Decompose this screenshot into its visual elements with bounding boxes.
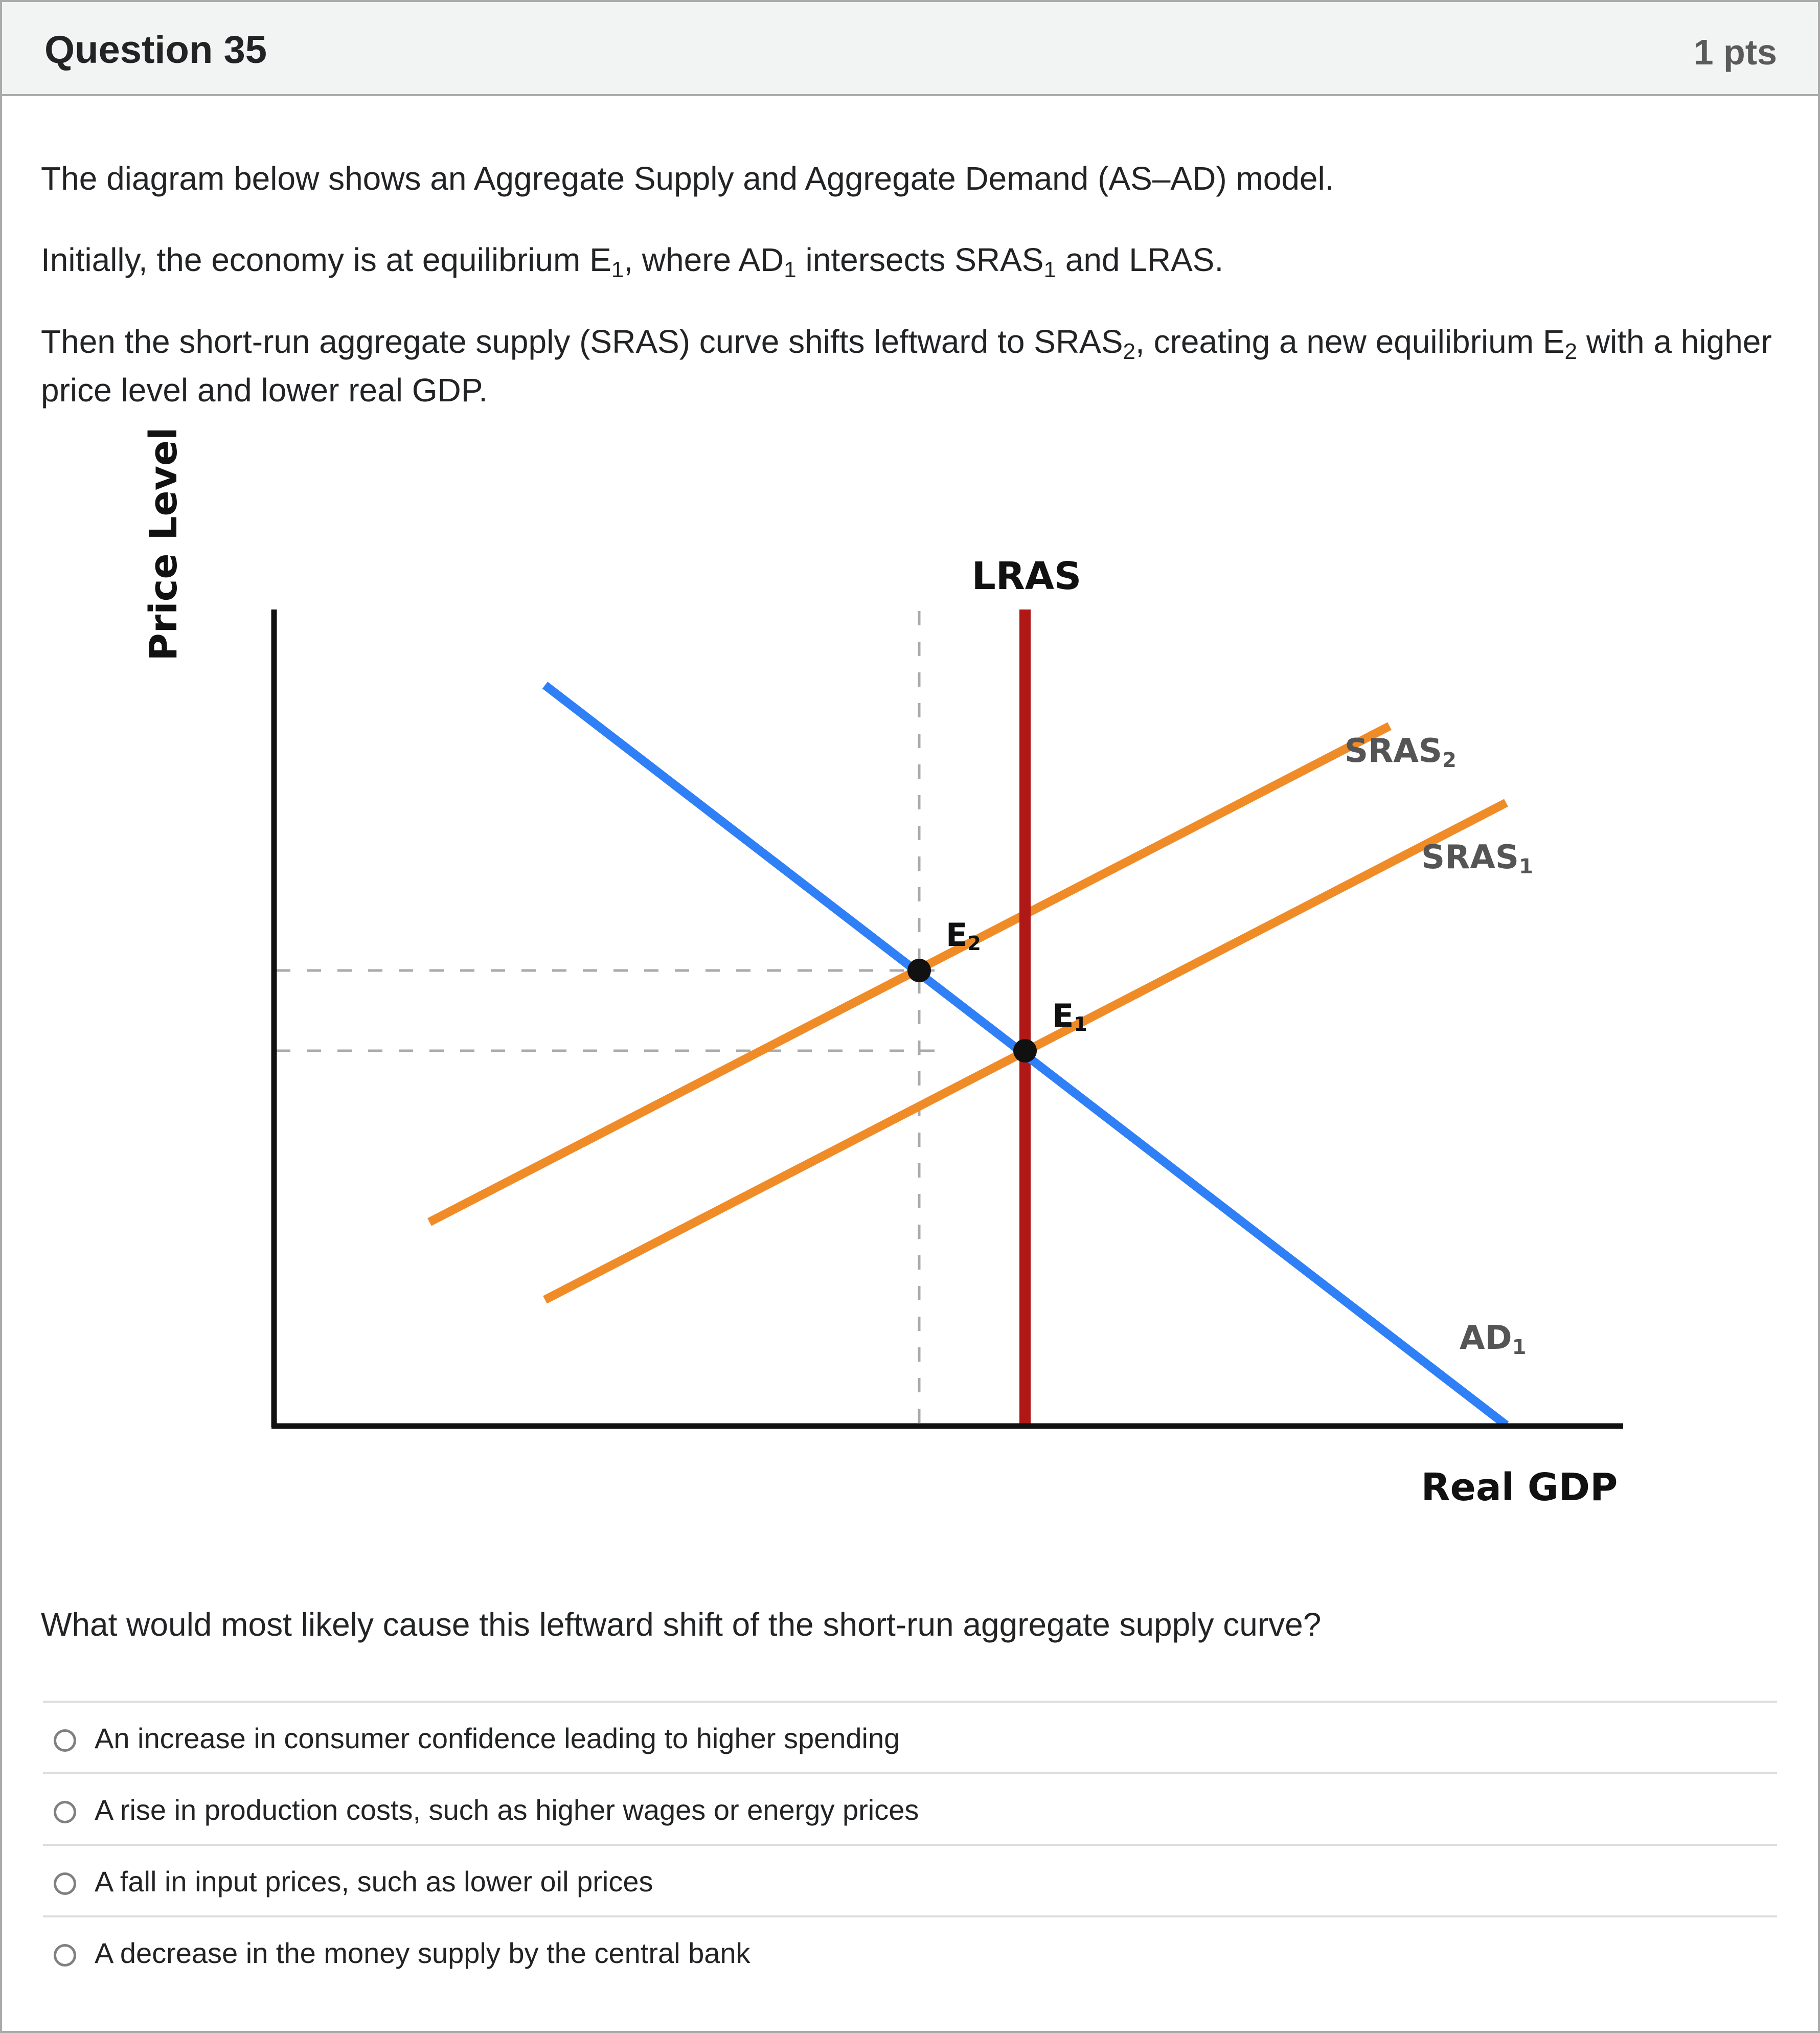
answer-label[interactable]: A fall in input prices, such as lower oi…: [95, 1865, 653, 1898]
answer-option-1[interactable]: An increase in consumer confidence leadi…: [43, 1701, 1777, 1772]
text: , creating a new equilibrium E: [1135, 323, 1565, 360]
question-title: Question 35: [44, 28, 267, 72]
text: Initially, the economy is at equilibrium…: [41, 241, 611, 278]
answer-option-4[interactable]: A decrease in the money supply by the ce…: [43, 1915, 1777, 1987]
radio-button[interactable]: [54, 1801, 76, 1823]
answer-label[interactable]: A decrease in the money supply by the ce…: [95, 1937, 750, 1969]
intro-paragraph: The diagram below shows an Aggregate Sup…: [41, 160, 1334, 197]
radio-button[interactable]: [54, 1944, 76, 1967]
subscript: 1: [611, 257, 624, 282]
subscript: 2: [1123, 339, 1136, 364]
answer-label[interactable]: A rise in production costs, such as high…: [95, 1794, 919, 1826]
answer-label[interactable]: An increase in consumer confidence leadi…: [95, 1722, 900, 1754]
text: intersects SRAS: [796, 241, 1044, 278]
text: , where AD: [624, 241, 784, 278]
answer-option-2[interactable]: A rise in production costs, such as high…: [43, 1772, 1777, 1844]
radio-button[interactable]: [54, 1729, 76, 1752]
subscript: 1: [1043, 257, 1056, 282]
shift-paragraph: Then the short-run aggregate supply (SRA…: [41, 318, 1779, 415]
initial-equilibrium-paragraph: Initially, the economy is at equilibrium…: [41, 236, 1779, 284]
text: and LRAS.: [1056, 241, 1224, 278]
question-prompt: What would most likely cause this leftwa…: [41, 1606, 1322, 1643]
subscript: 1: [784, 257, 797, 282]
text: Then the short-run aggregate supply (SRA…: [41, 323, 1123, 360]
text: with a higher price level and lower real…: [41, 323, 1772, 409]
radio-button[interactable]: [54, 1872, 76, 1895]
question-header: Question 35 1 pts: [2, 2, 1818, 96]
answer-option-3[interactable]: A fall in input prices, such as lower oi…: [43, 1844, 1777, 1915]
subscript: 2: [1564, 339, 1578, 364]
answer-options: An increase in consumer confidence leadi…: [43, 1701, 1777, 1987]
question-points: 1 pts: [1693, 32, 1777, 72]
